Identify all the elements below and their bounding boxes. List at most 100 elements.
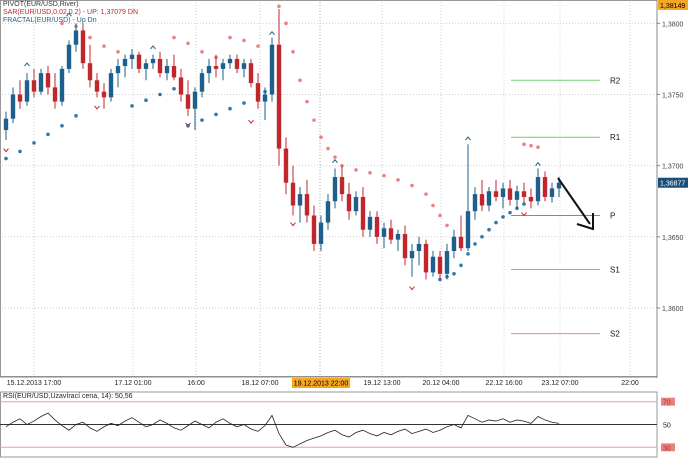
candle xyxy=(192,87,198,131)
price-tick-label: 1,3650 xyxy=(662,235,684,242)
sar-down-dot xyxy=(312,118,316,122)
candle xyxy=(248,58,254,88)
candle xyxy=(38,68,44,95)
rsi-level-box xyxy=(661,443,675,452)
sar-up-dot xyxy=(60,124,64,128)
candle xyxy=(143,58,149,81)
candle xyxy=(136,51,142,74)
candle xyxy=(437,251,443,280)
fractal-down-marker xyxy=(94,105,100,110)
price-tick-label: 1,3700 xyxy=(662,164,684,171)
sar-down-dot xyxy=(536,145,540,149)
sar-down-dot xyxy=(319,135,323,139)
legend-pivot: PIVOT(EUR/USD,River) xyxy=(3,1,79,8)
candle-body xyxy=(59,68,65,102)
sar-down-dot xyxy=(396,178,400,182)
sar-down-dot xyxy=(256,44,260,48)
sar-up-dot xyxy=(242,101,246,105)
sar-down-dot xyxy=(88,35,92,40)
candle xyxy=(213,54,219,78)
fractal-up-marker xyxy=(66,12,72,17)
candle-body xyxy=(318,222,324,244)
candle xyxy=(59,66,65,106)
candle-body xyxy=(472,194,478,212)
candle-body xyxy=(192,91,198,109)
rsi-level-label: 50 xyxy=(663,423,671,430)
time-axis: 15.12.2013 17:00 17.12 01:00 16:00 18.12 07… xyxy=(0,376,657,388)
candle-body xyxy=(458,236,464,249)
legend-fractal: FRACTAL(EUR/USD) - Up Dn xyxy=(3,17,97,24)
sar-up-dot xyxy=(522,202,526,206)
time-label: 20.12 04:00 xyxy=(423,380,460,387)
candle-body xyxy=(164,66,170,74)
candle-body xyxy=(479,194,485,206)
arrow-head xyxy=(576,213,594,231)
rsi-level-box xyxy=(661,420,675,429)
sar-up-dot xyxy=(466,252,470,256)
candle xyxy=(73,23,79,52)
candle-body xyxy=(388,228,394,240)
candle-body xyxy=(514,191,520,200)
price-tick-label: 1,3600 xyxy=(662,306,684,313)
sar-up-dot xyxy=(473,242,477,246)
candle xyxy=(458,215,464,252)
candle-body xyxy=(262,94,268,102)
sar-up-dot xyxy=(172,87,176,91)
price-axis-bg xyxy=(657,0,688,378)
candle-body xyxy=(143,63,149,69)
candle-body xyxy=(311,215,317,244)
candle xyxy=(395,229,401,252)
candle xyxy=(430,251,436,277)
arrow-shaft xyxy=(557,177,591,225)
rsi-level-label: 30 xyxy=(663,445,671,452)
candle-body xyxy=(276,44,282,149)
down-arrow-annotation xyxy=(557,177,594,231)
candle xyxy=(318,215,324,252)
sar-down-dot xyxy=(200,50,204,54)
candle xyxy=(360,187,366,237)
candle-body xyxy=(360,196,366,230)
candle xyxy=(444,243,450,280)
price-tick-label: 1,3800 xyxy=(662,21,684,28)
sar-down-dot xyxy=(228,35,232,40)
rsi-level-label: 70 xyxy=(663,400,671,407)
sar-up-dot xyxy=(214,112,218,117)
candle-body xyxy=(535,177,541,202)
sar-down-dot xyxy=(298,78,302,83)
candle-body xyxy=(108,73,114,98)
pivot-label-r2: R2 xyxy=(610,76,621,85)
candle-body xyxy=(430,256,436,273)
candle xyxy=(80,23,86,69)
candle-body xyxy=(17,94,23,102)
sar-down-dot xyxy=(410,183,414,188)
candle xyxy=(3,111,9,141)
candle-body xyxy=(185,94,191,109)
candle xyxy=(297,187,303,223)
sar-down-dot xyxy=(116,50,120,54)
candle-body xyxy=(178,77,184,95)
candle-body xyxy=(395,233,401,240)
candle xyxy=(185,80,191,116)
candle xyxy=(101,83,107,109)
candle xyxy=(367,211,373,237)
sar-down-dot xyxy=(438,213,442,218)
candle xyxy=(493,179,499,202)
time-label: 15.12.2013 17:00 xyxy=(7,380,62,387)
rsi-legend: RSI(EUR/USD,Uzavírací cena, 14): 50,56 xyxy=(3,393,133,400)
candle-body xyxy=(507,188,513,200)
candle-body xyxy=(255,83,261,102)
candle-body xyxy=(213,66,219,69)
fractal-up-marker xyxy=(332,159,338,164)
candle-body xyxy=(500,188,506,197)
candle xyxy=(542,171,548,202)
candle-body xyxy=(206,66,212,74)
candles xyxy=(3,9,562,280)
sar-down-dot xyxy=(368,170,372,175)
candle xyxy=(52,73,58,109)
pivot-label-r1: R1 xyxy=(610,133,621,142)
candle-body xyxy=(157,58,163,74)
candle-body xyxy=(3,118,9,131)
candle-body xyxy=(325,201,331,223)
